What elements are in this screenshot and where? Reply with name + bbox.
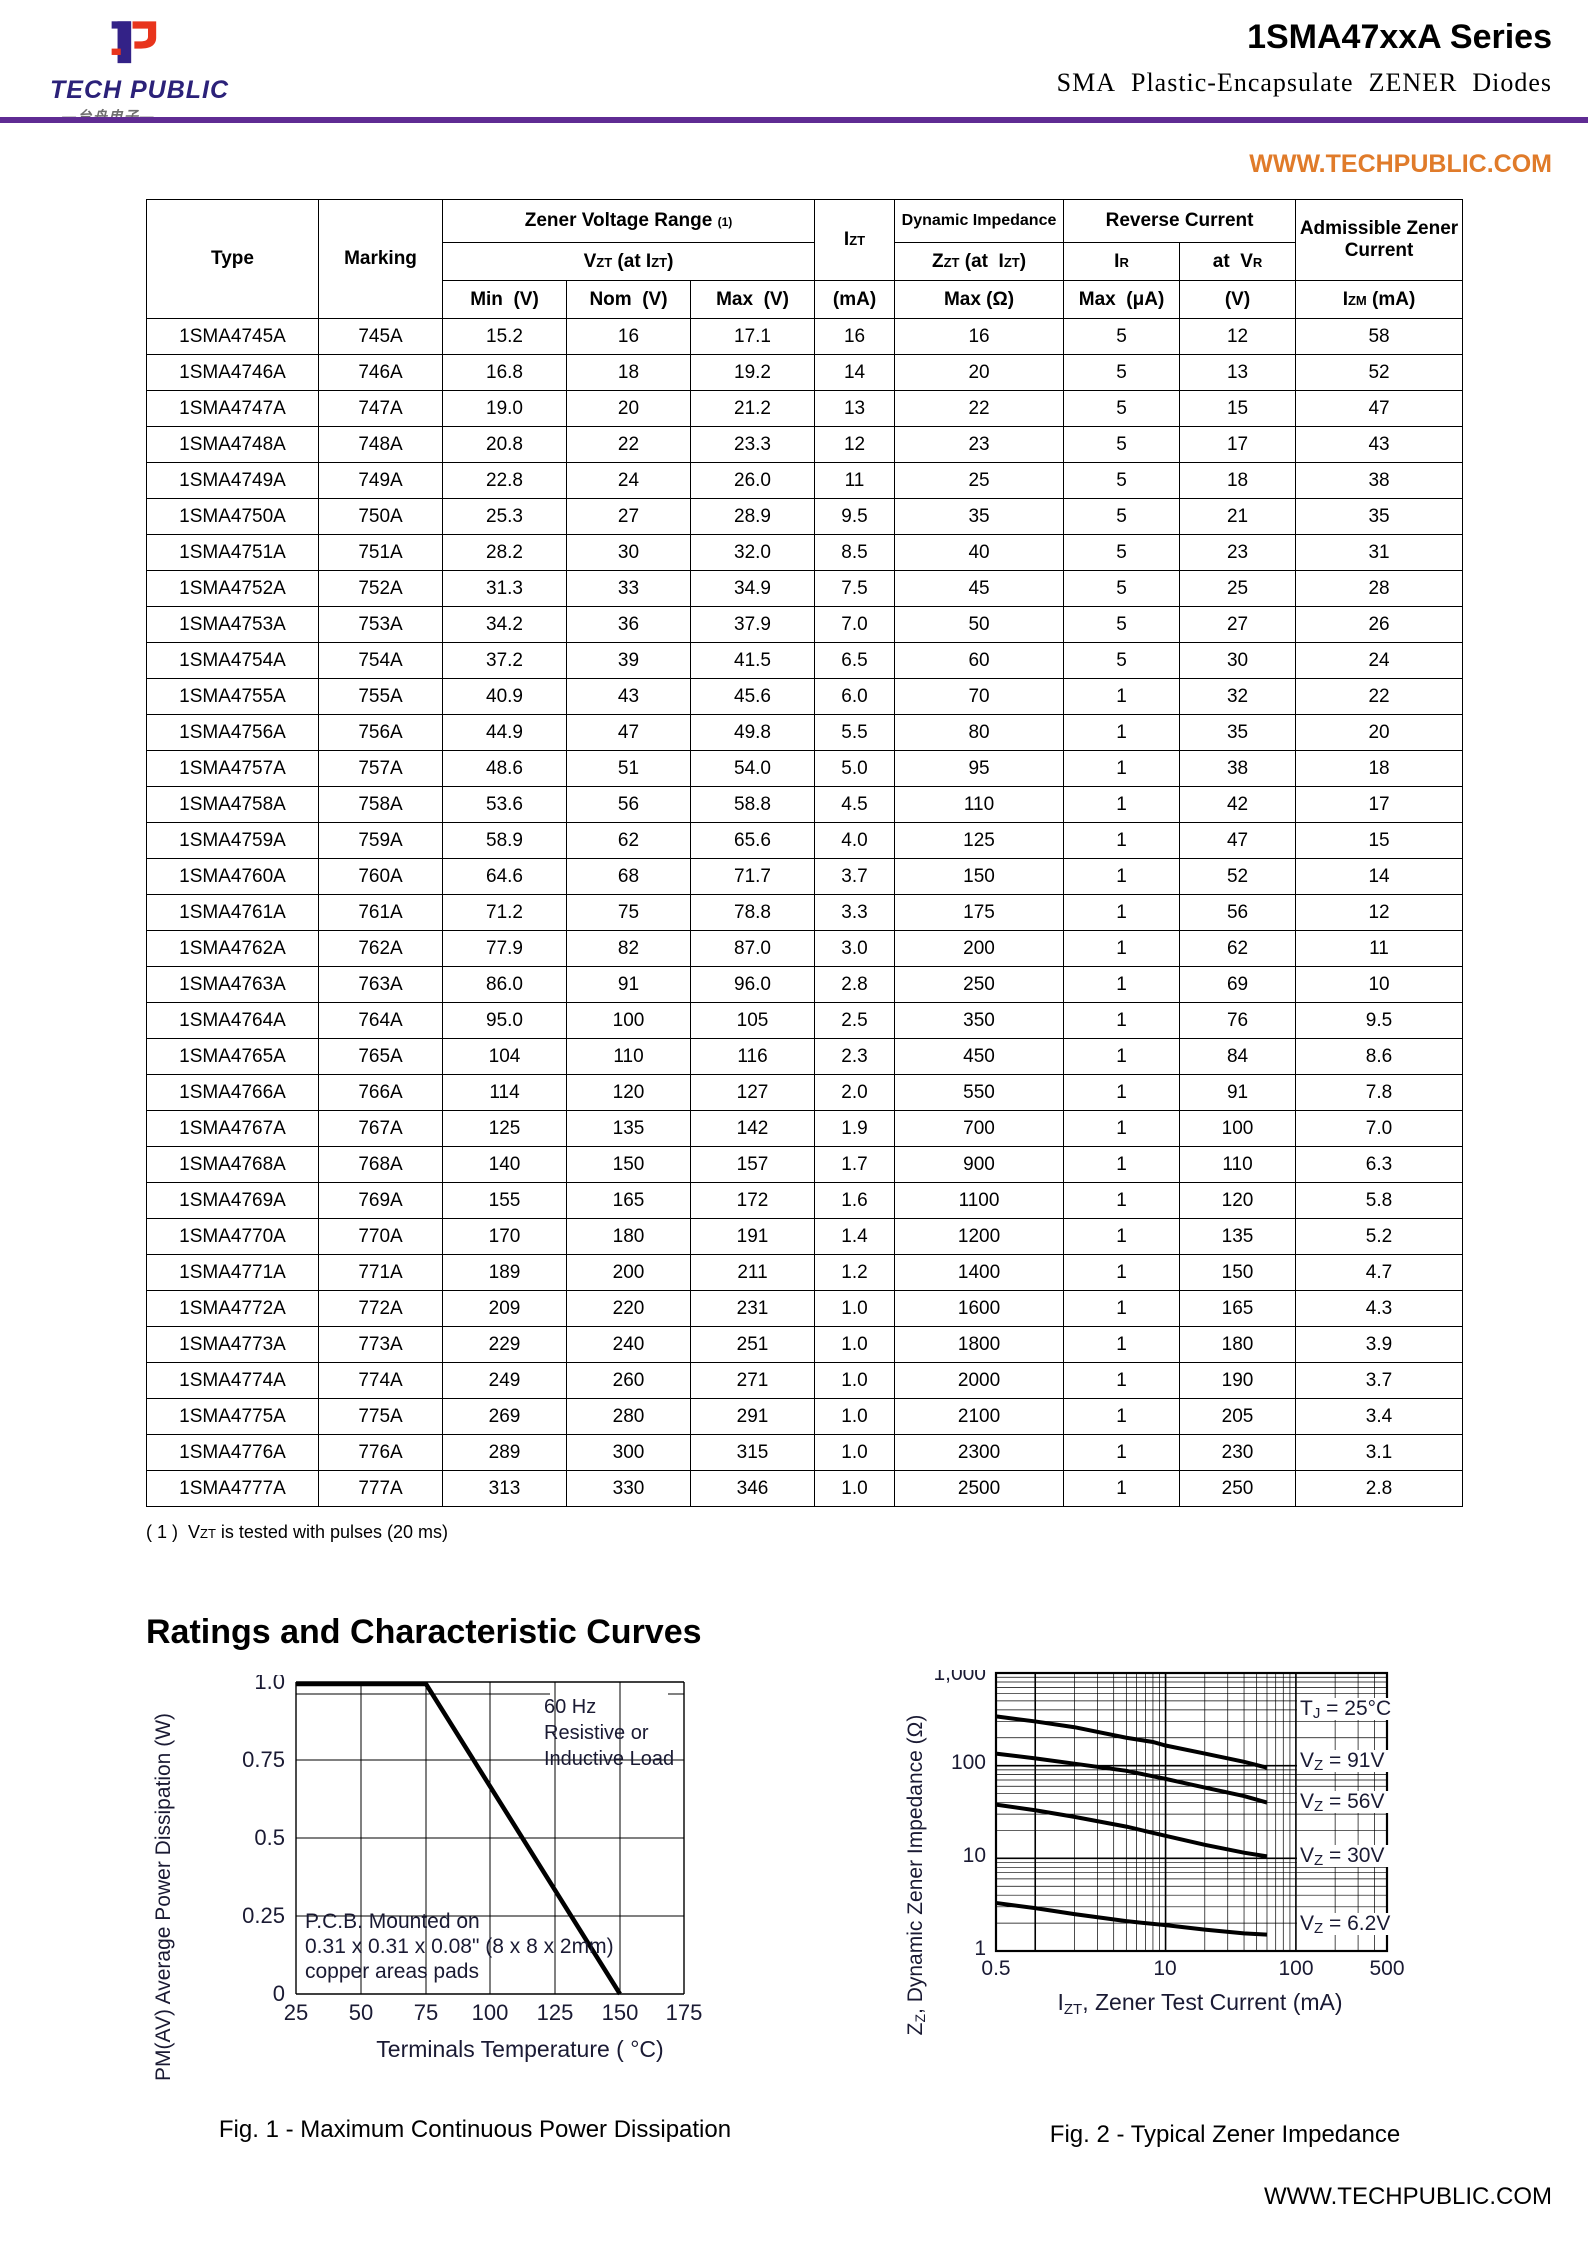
svg-text:100: 100 [1278, 1957, 1313, 1980]
svg-text:1.0: 1.0 [254, 1675, 285, 1694]
svg-text:0.25: 0.25 [242, 1903, 285, 1928]
svg-text:175: 175 [666, 2000, 703, 2025]
svg-text:100: 100 [951, 1751, 986, 1774]
svg-text:25: 25 [284, 2000, 308, 2025]
svg-text:60 Hz: 60 Hz [544, 1696, 596, 1718]
svg-text:75: 75 [414, 2000, 438, 2025]
svg-text:P.C.B. Mounted on: P.C.B. Mounted on [305, 1910, 480, 1933]
svg-text:10: 10 [1153, 1957, 1176, 1980]
svg-text:0.31 x 0.31 x 0.08" (8 x 8 x 2: 0.31 x 0.31 x 0.08" (8 x 8 x 2mm) [305, 1935, 614, 1958]
svg-text:PM(AV) Average Power Dissipati: PM(AV) Average Power Dissipation (W) [152, 1713, 175, 2081]
svg-text:VZ = 91V: VZ = 91V [1300, 1749, 1385, 1774]
svg-text:copper areas pads: copper areas pads [305, 1960, 479, 1983]
svg-text:150: 150 [602, 2000, 639, 2025]
svg-text:IZT, Zener Test Current (mA): IZT, Zener Test Current (mA) [1057, 1989, 1342, 2018]
svg-text:50: 50 [349, 2000, 373, 2025]
svg-text:0.5: 0.5 [254, 1825, 285, 1850]
svg-text:10: 10 [963, 1844, 986, 1867]
svg-text:Terminals Temperature ( °C): Terminals Temperature ( °C) [376, 2036, 663, 2062]
svg-text:VZ = 56V: VZ = 56V [1300, 1790, 1385, 1815]
svg-text:0.75: 0.75 [242, 1747, 285, 1772]
svg-text:VZ = 6.2V: VZ = 6.2V [1300, 1912, 1390, 1937]
svg-text:ZZ, Dynamic Zener Impedance (Ω: ZZ, Dynamic Zener Impedance (Ω) [904, 1715, 928, 2036]
svg-text:1,000: 1,000 [933, 1670, 986, 1685]
svg-text:Resistive or: Resistive or [544, 1722, 649, 1744]
svg-text:VZ = 30V: VZ = 30V [1300, 1844, 1385, 1869]
svg-text:500: 500 [1369, 1957, 1404, 1980]
svg-text:0.5: 0.5 [981, 1957, 1010, 1980]
svg-text:100: 100 [472, 2000, 509, 2025]
svg-text:Inductive Load: Inductive Load [544, 1748, 674, 1770]
svg-text:125: 125 [537, 2000, 574, 2025]
